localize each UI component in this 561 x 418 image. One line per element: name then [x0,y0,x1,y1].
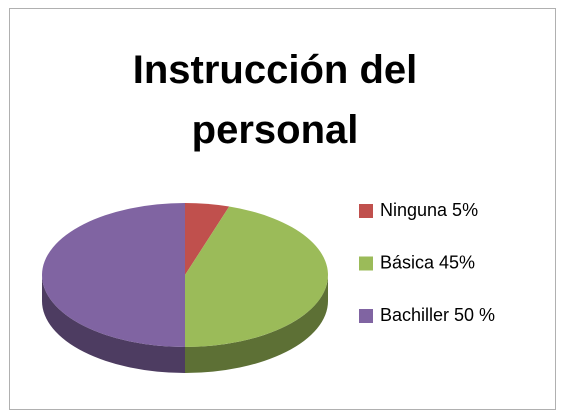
legend-label: Bachiller 50 % [380,305,495,325]
legend-swatch [359,204,373,218]
pie-slice [42,203,185,347]
legend-swatch [359,309,373,323]
legend-label: Básica 45% [380,252,475,272]
pie-slice-side [42,275,185,373]
chart-title: Instrucción del personal [132,48,418,152]
legend-label: Ninguna 5% [380,200,478,220]
pie-slice-side [185,275,328,373]
legend-swatch [359,256,373,271]
pie-slice [185,206,329,347]
pie-slice [185,203,230,275]
